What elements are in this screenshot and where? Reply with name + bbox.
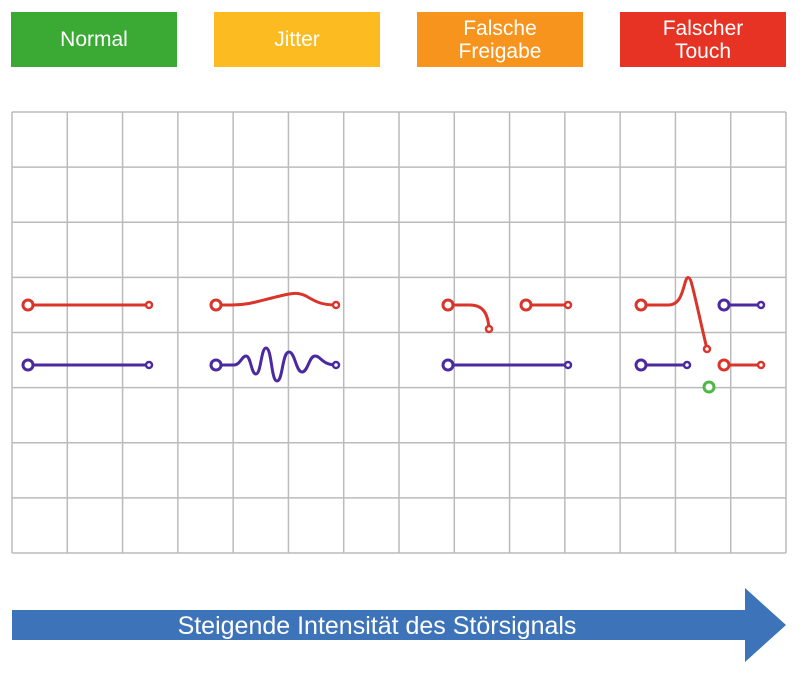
touch-red-trace-1 [641,276,709,350]
release-red-end-marker-1 [484,324,494,334]
intensity-arrow [12,588,786,662]
jitter-red-start-marker [209,298,223,312]
intensity-arrow-label: Steigende Intensität des Störsignals [177,611,577,640]
jitter-purple-trace [216,346,337,383]
release-red-trace-1 [448,303,491,330]
touch-purple-end-marker-1 [756,300,766,310]
jitter-purple-end-marker [331,360,341,370]
category-normal: Normal [11,12,177,67]
touch-red-start-marker-1 [634,298,648,312]
release-red-start-marker-2 [519,298,533,312]
touch-red-end-marker-1 [702,344,712,354]
touch-purple-start-marker-1 [717,298,731,312]
release-red-end-marker-2 [563,300,573,310]
release-purple-start-marker [441,358,455,372]
touch-green-marker [702,380,716,394]
normal-purple-end-marker [144,360,154,370]
intensity-arrow-shape [12,588,786,662]
release-red-start-marker-1 [441,298,455,312]
jitter-red-trace [216,291,337,307]
touch-red-start-marker-2 [717,358,731,372]
jitter-purple-start-marker [209,358,223,372]
grid [11,111,787,554]
jitter-red-end-marker [331,300,341,310]
release-purple-end-marker [563,360,573,370]
normal-red-end-marker [144,300,154,310]
touch-purple-end-marker-2 [682,360,692,370]
category-false-release: Falsche Freigabe [417,12,583,67]
touch-purple-start-marker-2 [634,358,648,372]
normal-purple-start-marker [21,358,35,372]
category-false-touch: Falscher Touch [620,12,786,67]
category-jitter: Jitter [214,12,380,67]
touch-red-end-marker-2 [756,360,766,370]
normal-red-start-marker [21,298,35,312]
